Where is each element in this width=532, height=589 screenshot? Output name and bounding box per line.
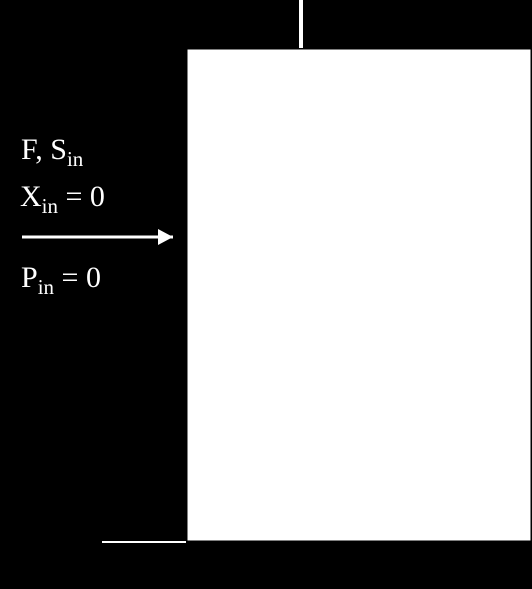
- inlet-label-line3-post: = 0: [54, 261, 101, 294]
- inlet-label-line3: Pin = 0: [21, 263, 101, 298]
- inlet-label-line2-pre: X: [20, 180, 42, 213]
- inlet-label-line3-pre: P: [21, 261, 38, 294]
- inlet-label-line1-pre: F, S: [21, 133, 67, 166]
- inlet-label-line2-sub: in: [42, 194, 58, 218]
- inlet-label-line3-sub: in: [38, 275, 54, 299]
- inlet-label-line2: Xin = 0: [20, 182, 105, 217]
- inlet-label-line2-post: = 0: [58, 180, 105, 213]
- reactor-vessel: [186, 48, 532, 542]
- inlet-label-line1: F, Sin: [21, 135, 83, 170]
- inlet-label-line1-sub: in: [67, 147, 83, 171]
